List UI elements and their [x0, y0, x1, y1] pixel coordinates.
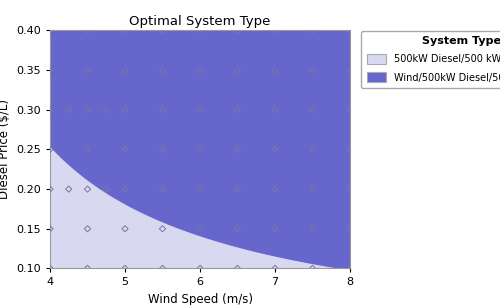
Point — [84, 226, 92, 231]
Point — [308, 266, 316, 271]
Point — [196, 147, 204, 152]
Point — [234, 28, 241, 33]
Point — [65, 107, 73, 112]
Point — [84, 266, 92, 271]
Point — [271, 226, 279, 231]
Point — [196, 187, 204, 192]
Point — [121, 187, 129, 192]
Title: Optimal System Type: Optimal System Type — [130, 15, 270, 28]
Point — [46, 187, 54, 192]
Point — [65, 187, 73, 192]
Point — [271, 266, 279, 271]
Point — [121, 107, 129, 112]
Point — [234, 187, 241, 192]
X-axis label: Wind Speed (m/s): Wind Speed (m/s) — [148, 293, 252, 305]
Point — [346, 107, 354, 112]
Point — [234, 226, 241, 231]
Point — [308, 68, 316, 73]
Point — [84, 28, 92, 33]
Point — [84, 187, 92, 192]
Point — [234, 147, 241, 152]
Legend: 500kW Diesel/500 kW Diesel, Wind/500kW Diesel/500 kW Diesel: 500kW Diesel/500 kW Diesel, Wind/500kW D… — [361, 30, 500, 88]
Point — [121, 28, 129, 33]
Point — [46, 147, 54, 152]
Point — [196, 226, 204, 231]
Point — [234, 266, 241, 271]
Point — [234, 68, 241, 73]
Point — [196, 28, 204, 33]
Point — [46, 107, 54, 112]
Point — [346, 187, 354, 192]
Point — [46, 226, 54, 231]
Point — [158, 226, 166, 231]
Point — [234, 107, 241, 112]
Point — [346, 266, 354, 271]
Point — [271, 147, 279, 152]
Point — [196, 107, 204, 112]
Point — [346, 28, 354, 33]
Point — [46, 68, 54, 73]
Point — [121, 226, 129, 231]
Point — [346, 147, 354, 152]
Point — [308, 147, 316, 152]
Point — [346, 226, 354, 231]
Point — [308, 107, 316, 112]
Point — [158, 107, 166, 112]
Point — [158, 28, 166, 33]
Point — [84, 68, 92, 73]
Point — [271, 68, 279, 73]
Point — [271, 28, 279, 33]
Point — [308, 28, 316, 33]
Point — [158, 266, 166, 271]
Point — [271, 107, 279, 112]
Point — [46, 28, 54, 33]
Point — [346, 68, 354, 73]
Point — [84, 147, 92, 152]
Point — [46, 266, 54, 271]
Point — [158, 187, 166, 192]
Point — [196, 266, 204, 271]
Point — [308, 187, 316, 192]
Point — [308, 226, 316, 231]
Point — [271, 187, 279, 192]
Point — [158, 147, 166, 152]
Point — [121, 68, 129, 73]
Point — [121, 266, 129, 271]
Point — [196, 68, 204, 73]
Point — [102, 107, 110, 112]
Point — [158, 68, 166, 73]
Y-axis label: Diesel Price ($/L): Diesel Price ($/L) — [0, 99, 10, 199]
Point — [121, 147, 129, 152]
Point — [102, 187, 110, 192]
Point — [84, 107, 92, 112]
